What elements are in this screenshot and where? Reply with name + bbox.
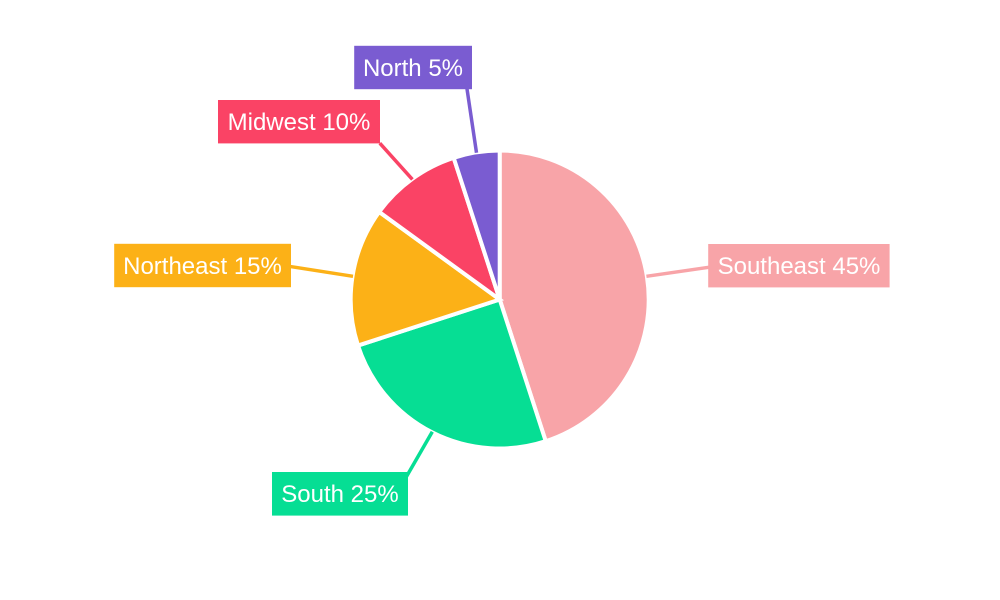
- svg-text:North 5%: North 5%: [363, 55, 463, 82]
- svg-text:Southeast 45%: Southeast 45%: [718, 253, 881, 280]
- svg-text:Midwest 10%: Midwest 10%: [228, 109, 371, 136]
- svg-text:South 25%: South 25%: [281, 481, 398, 508]
- svg-text:Northeast 15%: Northeast 15%: [123, 253, 282, 280]
